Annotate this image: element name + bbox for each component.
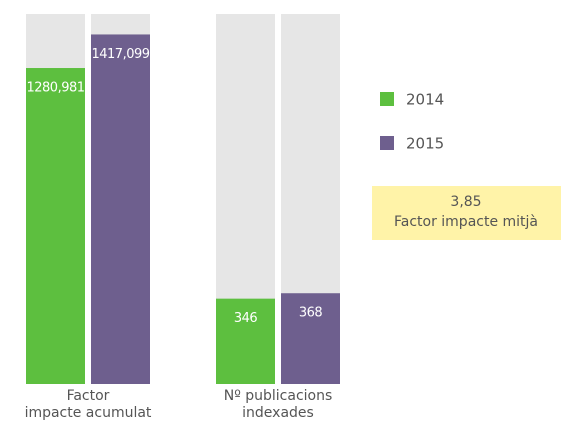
legend-label: 2014 [406, 91, 444, 109]
x-tick-label: Nº publicacions indexades [223, 388, 333, 421]
data-label: 1280,981 [26, 81, 84, 96]
data-label: 346 [234, 311, 258, 326]
legend-swatch [380, 92, 394, 106]
legend-swatch [380, 136, 394, 150]
x-tick-label: Factor impacte acumulat [24, 388, 152, 421]
legend-label: 2015 [406, 135, 444, 153]
data-label: 1417,099 [91, 47, 149, 62]
bar [26, 68, 85, 384]
bar [91, 34, 150, 384]
annotation-text: Factor impacte mitjà [394, 214, 538, 230]
bar [281, 293, 340, 384]
annotation-box [372, 186, 561, 240]
annotation-value: 3,85 [450, 194, 481, 210]
data-label: 368 [299, 306, 323, 321]
bar [216, 298, 275, 384]
